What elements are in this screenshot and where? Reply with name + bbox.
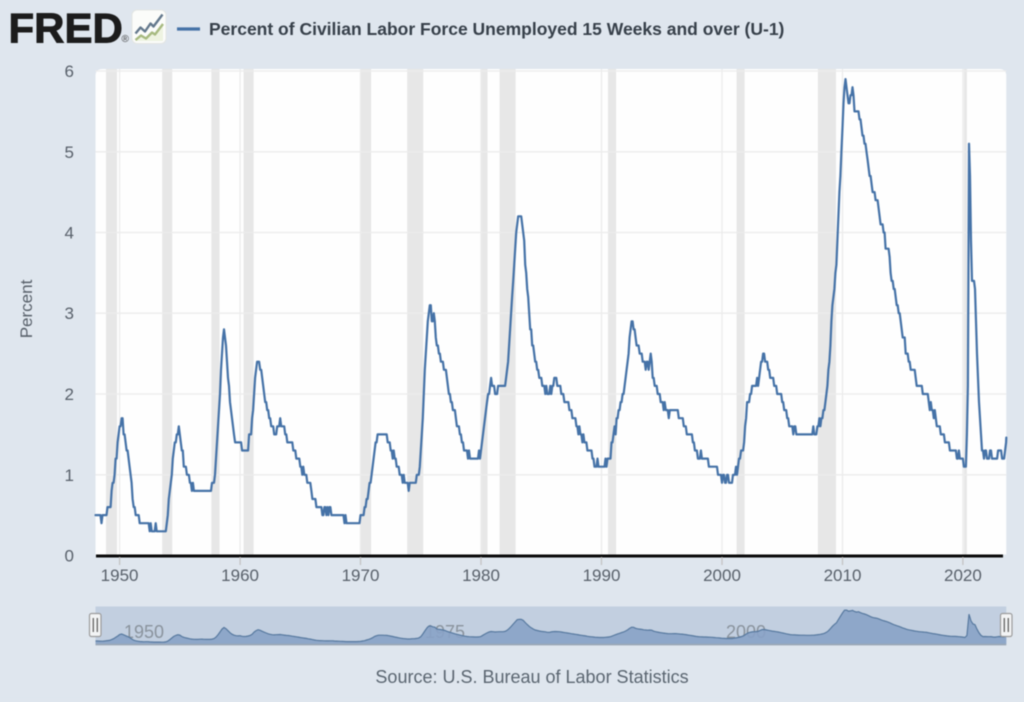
svg-text:2000: 2000 [703,566,741,585]
svg-text:1: 1 [65,466,74,485]
svg-text:4: 4 [65,224,74,243]
svg-text:3: 3 [65,304,74,323]
svg-text:1950: 1950 [101,566,139,585]
svg-text:1970: 1970 [342,566,380,585]
svg-text:Percent of Civilian Labor Forc: Percent of Civilian Labor Force Unemploy… [209,19,784,39]
svg-text:2020: 2020 [944,566,982,585]
svg-text:1950: 1950 [124,622,164,642]
svg-text:0: 0 [65,547,74,566]
svg-text:1960: 1960 [221,566,259,585]
svg-text:2010: 2010 [824,566,862,585]
svg-text:1990: 1990 [583,566,621,585]
svg-text:1980: 1980 [462,566,500,585]
svg-text:5: 5 [65,143,74,162]
svg-text:Source: U.S. Bureau of Labor S: Source: U.S. Bureau of Labor Statistics [375,667,688,687]
svg-text:FRED: FRED [9,5,123,52]
svg-text:6: 6 [65,62,74,81]
svg-text:®: ® [122,34,130,45]
svg-text:2: 2 [65,385,74,404]
svg-text:Percent: Percent [17,279,36,338]
